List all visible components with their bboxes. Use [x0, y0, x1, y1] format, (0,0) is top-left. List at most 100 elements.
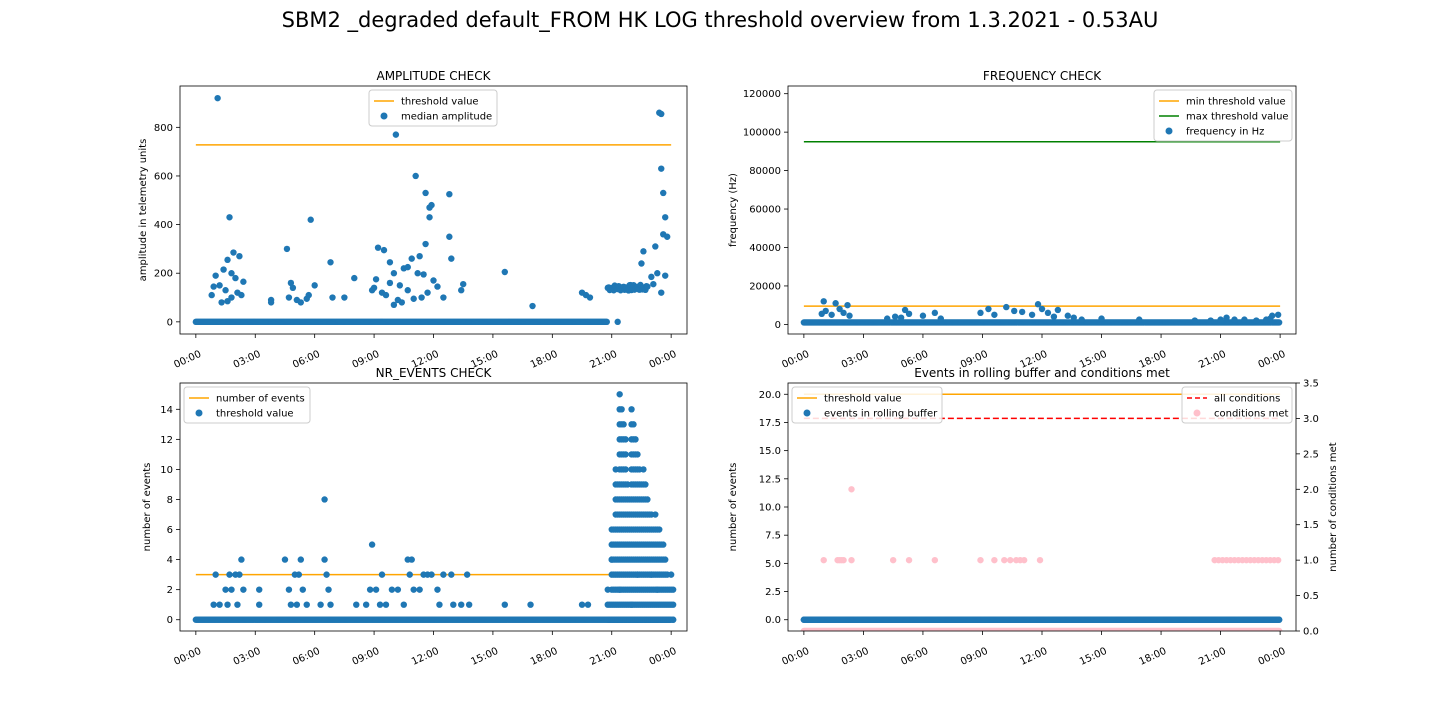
data-point — [578, 601, 586, 608]
data-point — [1191, 317, 1198, 324]
data-point — [656, 526, 663, 533]
data-point — [220, 266, 227, 273]
data-point — [658, 289, 665, 296]
legend: threshold value events in rolling buffer — [791, 386, 943, 424]
data-point — [1207, 317, 1214, 324]
x-tick-label: 09:00 — [351, 646, 382, 668]
data-point — [440, 571, 447, 578]
legend-box — [183, 386, 311, 424]
data-point — [410, 295, 417, 302]
data-point — [408, 255, 415, 262]
data-point — [650, 280, 657, 288]
data-point — [434, 283, 441, 290]
data-point — [434, 586, 441, 593]
legend-box — [1181, 386, 1293, 424]
data-point — [240, 586, 247, 593]
data-point — [1070, 314, 1077, 321]
data-point — [840, 309, 847, 317]
data-point — [293, 601, 301, 608]
data-point-conditions — [1274, 556, 1282, 564]
legend-label: max threshold value — [1186, 112, 1289, 123]
data-point — [660, 189, 667, 197]
y-axis-label: number of events — [728, 463, 739, 552]
x-tick-label: 00:00 — [1257, 349, 1288, 371]
data-point — [224, 297, 231, 305]
data-point — [614, 318, 621, 326]
data-point — [628, 406, 635, 413]
data-point — [632, 436, 639, 443]
data-point — [644, 283, 651, 290]
data-point — [374, 244, 382, 251]
data-point — [608, 556, 615, 563]
data-point-conditions — [848, 486, 855, 493]
data-point — [256, 586, 263, 593]
y2-tick-label: 3.5 — [1303, 379, 1319, 390]
data-point — [622, 451, 629, 458]
data-point — [362, 601, 370, 608]
y-tick-label: 80000 — [749, 166, 781, 177]
data-point — [226, 571, 233, 578]
data-point — [640, 466, 647, 473]
y-tick-label: 5.0 — [765, 559, 781, 570]
legend-box — [368, 89, 498, 127]
data-point — [658, 110, 665, 118]
data-point — [1098, 315, 1105, 322]
y2-tick-label: 2.5 — [1303, 449, 1319, 460]
data-point — [662, 556, 669, 563]
data-point — [1050, 313, 1058, 320]
data-point — [618, 406, 625, 413]
data-point — [667, 571, 675, 578]
legend-swatch — [380, 112, 388, 120]
data-point — [901, 306, 909, 314]
x-tick-label: 09:00 — [959, 646, 990, 668]
legend-label: frequency in Hz — [1186, 127, 1264, 138]
data-point — [370, 284, 378, 292]
data-point — [327, 259, 334, 266]
x-tick-label: 00:00 — [172, 349, 203, 371]
x-tick-label: 06:00 — [899, 646, 930, 668]
data-point — [321, 496, 328, 503]
data-point — [210, 601, 217, 608]
y-tick-label: 10 — [160, 465, 173, 476]
data-point — [586, 294, 594, 301]
data-point — [256, 601, 263, 608]
data-point — [311, 282, 318, 289]
data-point — [422, 189, 429, 197]
legend-box — [791, 386, 943, 424]
y-tick-label: 15.0 — [759, 446, 781, 457]
data-point — [424, 289, 431, 296]
data-point — [620, 421, 627, 428]
data-point — [603, 318, 610, 326]
data-point — [1038, 305, 1046, 313]
data-point — [654, 270, 661, 277]
legend: number of events threshold value — [183, 386, 311, 424]
data-point — [428, 201, 435, 209]
data-point — [368, 541, 376, 548]
data-point — [396, 282, 404, 289]
data-point — [386, 259, 394, 266]
data-point — [236, 571, 243, 578]
data-point — [351, 274, 358, 282]
data-point — [390, 301, 398, 309]
y-tick-label: 40000 — [749, 243, 781, 254]
data-point — [897, 314, 905, 321]
data-point — [436, 601, 443, 608]
data-point — [398, 299, 406, 306]
data-point — [210, 283, 217, 290]
data-point — [323, 571, 330, 578]
data-point — [212, 571, 219, 578]
x-tick-label: 21:00 — [588, 646, 619, 668]
data-point — [1054, 306, 1062, 314]
x-tick-label: 18:00 — [529, 646, 560, 668]
data-point — [416, 586, 423, 593]
data-point — [287, 279, 295, 287]
figure-title: SBM2 _degraded default_FROM HK LOG thres… — [281, 8, 1159, 32]
data-point — [634, 571, 641, 578]
x-tick-label: 00:00 — [780, 646, 811, 668]
data-point — [465, 601, 473, 608]
y-tick-label: 20000 — [749, 281, 781, 292]
data-point — [654, 586, 661, 593]
data-point — [222, 287, 229, 294]
data-point — [283, 245, 291, 253]
data-point — [1223, 314, 1230, 321]
